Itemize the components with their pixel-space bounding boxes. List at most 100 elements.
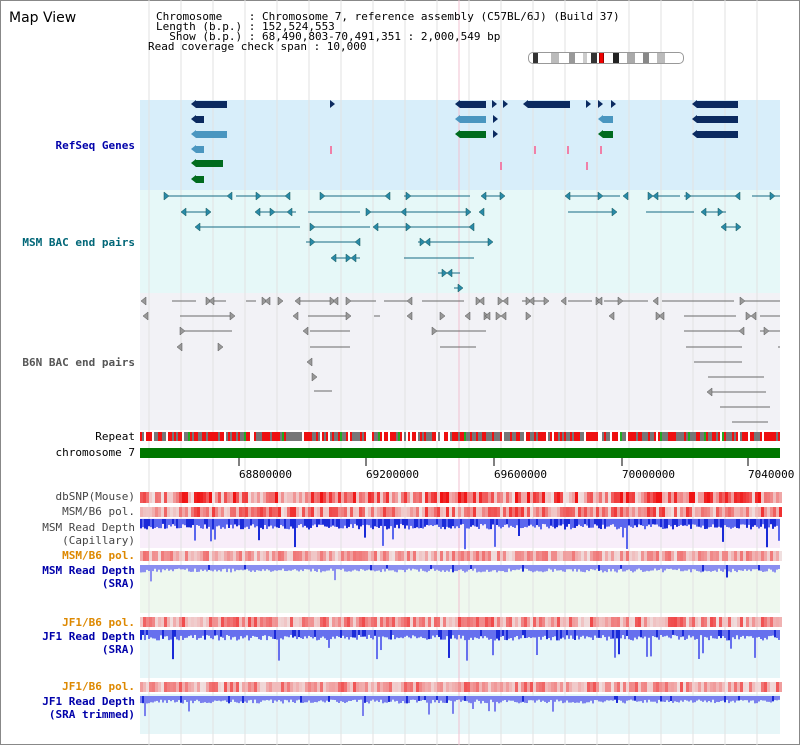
dbsnp-cell [338,492,341,503]
jf1-depth-trim-bar [662,696,664,702]
jf1-depth-trim-bar [396,696,398,701]
b6n-bac-end [464,311,471,321]
msm-b6-pol-cell [698,507,701,517]
jf1-depth-sra-bar [156,630,158,641]
msm-depth-capillary-bar [174,519,176,526]
dbsnp-cell [158,492,161,503]
msm-depth-capillary-bar [152,519,154,529]
jf1-b6-pol-cell [764,617,767,627]
jf1-depth-sra-bar [628,630,630,640]
jf1-depth-trim-bar [550,696,552,701]
jf1-depth-sra-bar [390,630,392,640]
jf1-depth-trim-bar [144,696,146,717]
msm-depth-sra-bar [694,565,696,570]
jf1-depth-sra-bar [166,630,168,637]
dbsnp-cell [152,492,155,503]
dbsnp-cell [164,492,167,503]
msm-depth-capillary-bar [276,519,278,528]
msm-depth-sra-bar [728,565,730,572]
msm-depth-capillary-bar [710,519,712,527]
jf1-b6-pol-cell-2 [311,682,314,692]
jf1-b6-pol-cell [731,617,734,627]
jf1-depth-trim-bar [304,696,306,703]
jf1-depth-trim-bar [690,696,692,701]
msm-b6-pol-cell [659,507,662,517]
dbsnp-cell [242,492,245,503]
msm-b6-pol-cell [605,507,608,517]
refseq-genes-label[interactable]: RefSeq Genes [55,139,135,152]
b6n-bac-track-bg [140,293,780,430]
repeat-element [738,432,740,441]
msm-b6-pol-cell [212,507,215,517]
b6n-bac-end [560,296,567,306]
dbsnp-cell [206,492,209,503]
jf1-depth-trim-bar [310,696,312,703]
msm-depth-sra-bar [440,565,442,572]
jf1-depth-sra-bar [640,630,642,638]
jf1-depth-sra-bar [620,630,622,639]
jf1-b6-pol-cell [533,617,536,627]
jf1-depth-sra-bar [160,630,162,636]
repeat-element [266,432,268,441]
jf1-depth-sra-bar [558,630,560,641]
jf1-depth-trim-bar [218,696,220,701]
msm-b6-pol-cell [179,507,182,517]
jf1-depth-trim-bar [336,696,338,702]
jf1-depth-trim-bar [568,696,570,703]
dbsnp-cell [161,492,164,503]
jf1-depth-trim-bar [714,696,716,704]
msm-depth-sra-bar [642,565,644,572]
jf1-depth-sra-bar [722,630,724,637]
dbsnp-cell [563,492,566,503]
jf1-depth-trim-bar [362,696,364,716]
jf1-depth-trim-bar [356,696,358,702]
msm-depth-capillary-bar [700,519,702,528]
msm-depth-sra-bar [404,565,406,573]
msm-depth-sra-bar [330,565,332,569]
jf1-b6-pol-cell-2 [452,682,455,692]
msm-depth-capillary-bar [614,519,616,527]
msm-b6-pol-cell [311,507,314,517]
msm-b6-pol-cell-2 [308,551,311,561]
b6n-bac-end [655,311,662,321]
dbsnp-cell [407,492,410,503]
dbsnp-cell [356,492,359,503]
repeat-element [386,432,388,441]
msm-b6-pol-cell [629,507,632,517]
repeat-element [724,432,726,441]
repeat-element [598,432,600,441]
jf1-b6-pol-cell [623,617,626,627]
jf1-b6-pol-cell [728,617,731,627]
jf1-depth-sra-bar [630,630,632,640]
jf1-depth-sra-bar [526,630,528,638]
jf1-depth-trim-bar [148,696,150,704]
msm-b6-pol-cell [176,507,179,517]
b6n-bac-end-pairs-label[interactable]: B6N BAC end pairs [22,356,135,369]
msm-depth-capillary-bar [516,519,518,526]
msm-b6-pol-cell-2 [230,551,233,561]
repeat-element [228,432,230,441]
jf1-b6-pol-cell [386,617,389,627]
jf1-depth-trim-bar [688,696,690,702]
dbsnp-cell [725,492,728,503]
jf1-b6-pol-cell [446,617,449,627]
jf1-b6-pol-cell [755,617,758,627]
jf1-depth-trim-bar [594,696,596,700]
jf1-b6-pol-cell [401,617,404,627]
jf1-b6-pol-cell-2 [275,682,278,692]
msm-depth-sra-bar [664,565,666,571]
msm-depth-sra-bar [646,565,648,571]
jf1-b6-pol-cell-2 [332,682,335,692]
msm-b6-pol-cell [242,507,245,517]
msm-depth-capillary-bar [778,519,780,541]
jf1-b6-pol-cell [146,617,149,627]
msm-bac-end-pairs-label[interactable]: MSM BAC end pairs [22,236,135,249]
msm-depth-capillary-bar [368,519,370,526]
chromosome-ideogram[interactable] [528,52,684,64]
msm-depth-capillary-bar [380,519,382,526]
jf1-b6-pol-cell [743,617,746,627]
chromosome-bar [140,448,780,458]
jf1-b6-pol-cell-2 [662,682,665,692]
b6n-bac-end [261,296,268,306]
